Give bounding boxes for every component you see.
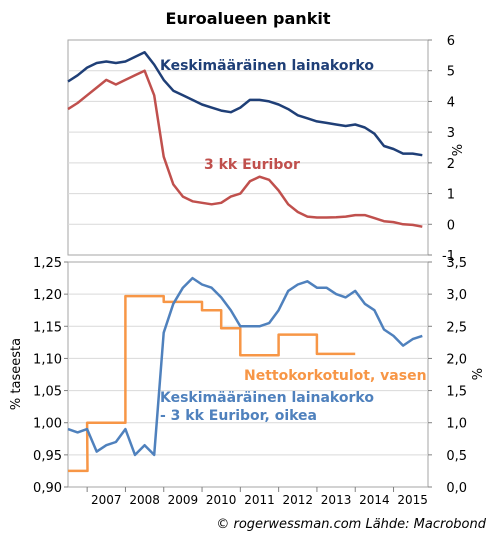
x-tick-label: 2012 bbox=[283, 493, 314, 507]
top-y-tick-label: 5 bbox=[447, 65, 455, 80]
top-panel-right-axis: -1 0 1 2 3 4 5 6 bbox=[428, 34, 455, 264]
top-panel-lines bbox=[67, 51, 423, 228]
x-tick-label: 2009 bbox=[168, 493, 199, 507]
bottom-left-tick-label: 1,00 bbox=[33, 417, 62, 432]
top-panel-y-axis-label: % bbox=[451, 144, 466, 156]
series-line-nettokorkotulot bbox=[68, 294, 356, 473]
bottom-left-tick-label: 1,20 bbox=[33, 288, 62, 303]
bottom-right-tick-label: 3,0 bbox=[446, 288, 467, 303]
bottom-panel-lines bbox=[67, 276, 423, 473]
x-tick-label: 2015 bbox=[397, 493, 428, 507]
bottom-left-tick-label: 1,05 bbox=[33, 385, 62, 400]
source-credit: © rogerwessman.com Lähde: Macrobond bbox=[216, 517, 486, 532]
x-tick-label: 2007 bbox=[91, 493, 122, 507]
bottom-left-tick-label: 1,10 bbox=[33, 352, 62, 367]
bottom-right-tick-label: 2,0 bbox=[446, 352, 467, 367]
top-panel-frame bbox=[67, 39, 429, 256]
annotation-nettokorkotulot: Nettokorkotulot, vasen bbox=[244, 368, 427, 384]
x-tick-label: 2013 bbox=[321, 493, 352, 507]
bottom-panel-left-axis-label: % taseesta bbox=[9, 338, 24, 410]
bottom-panel-frame bbox=[67, 261, 429, 488]
x-tick-label: 2010 bbox=[206, 493, 237, 507]
top-y-tick-label: 2 bbox=[447, 157, 455, 172]
bottom-right-tick-label: 3,5 bbox=[446, 256, 467, 271]
bottom-left-tick-label: 1,25 bbox=[33, 256, 62, 271]
annotation-lainakorko-spread-line2: - 3 kk Euribor, oikea bbox=[160, 408, 317, 424]
x-tick-label: 2008 bbox=[129, 493, 160, 507]
top-y-tick-label: 3 bbox=[447, 126, 455, 141]
bottom-panel-x-axis: 2007 2008 2009 2010 2011 2012 2013 2014 2015 bbox=[86, 487, 428, 507]
top-y-tick-label: 4 bbox=[447, 95, 455, 110]
bottom-right-tick-label: 0,5 bbox=[446, 449, 467, 464]
bottom-panel-left-axis: 0,90 0,95 1,00 1,05 1,10 1,15 1,20 1,25 bbox=[33, 256, 68, 496]
series-line-3kk-euribor bbox=[67, 69, 423, 228]
top-y-tick-label: 1 bbox=[447, 188, 455, 203]
bottom-left-tick-label: 1,15 bbox=[33, 320, 62, 335]
annotation-3kk-euribor: 3 kk Euribor bbox=[204, 157, 300, 173]
top-y-tick-label: 6 bbox=[447, 34, 455, 49]
series-line-lainakorko-spread bbox=[67, 276, 423, 457]
bottom-panel-right-axis: 0,0 0,5 1,0 1,5 2,0 2,5 3,0 3,5 bbox=[428, 256, 467, 496]
bottom-right-tick-label: 2,5 bbox=[446, 320, 467, 335]
top-y-tick-label: 0 bbox=[447, 218, 455, 233]
annotation-lainakorko-spread-line1: Keskimääräinen lainakorko bbox=[160, 390, 374, 406]
annotation-keskimaarainen-lainakorko: Keskimääräinen lainakorko bbox=[160, 58, 374, 74]
bottom-panel-right-axis-label: % bbox=[471, 368, 486, 380]
bottom-left-tick-label: 0,95 bbox=[33, 449, 62, 464]
bottom-right-tick-label: 0,0 bbox=[446, 481, 467, 496]
bottom-right-tick-label: 1,5 bbox=[446, 385, 467, 400]
top-y-tick-label: -1 bbox=[442, 249, 455, 264]
series-line-keskimaarainen-lainakorko bbox=[67, 51, 423, 157]
x-tick-label: 2014 bbox=[359, 493, 390, 507]
chart-title: Euroalueen pankit bbox=[166, 9, 331, 28]
bottom-left-tick-label: 0,90 bbox=[33, 481, 62, 496]
bottom-right-tick-label: 1,0 bbox=[446, 417, 467, 432]
top-panel-grid bbox=[68, 70, 428, 225]
x-tick-label: 2011 bbox=[244, 493, 275, 507]
